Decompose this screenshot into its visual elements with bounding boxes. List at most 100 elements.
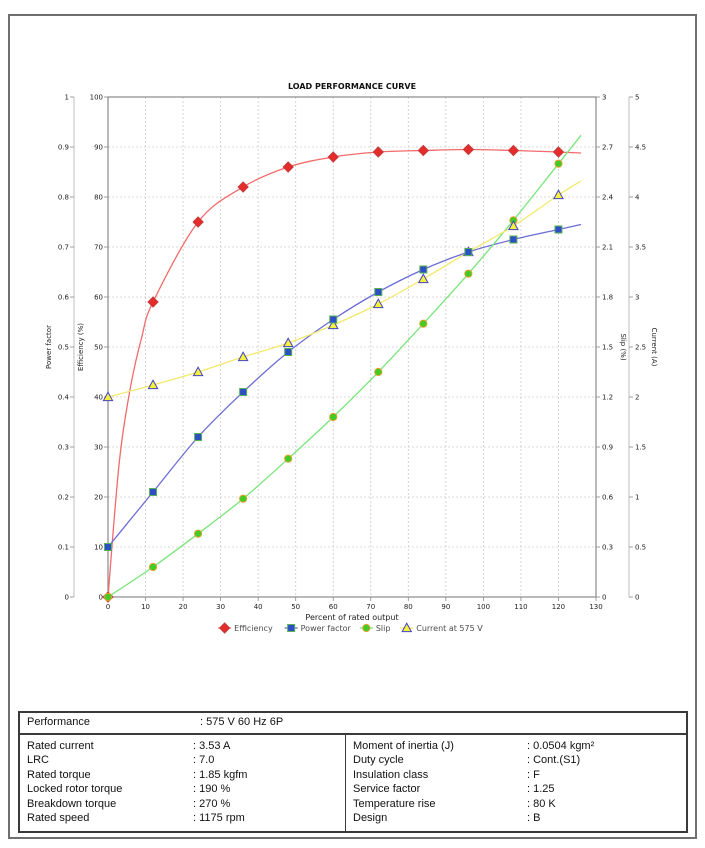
power-factor-tick-label: 0.3 bbox=[58, 443, 69, 451]
current-tick-label: 1.5 bbox=[635, 443, 646, 451]
power-factor-marker bbox=[194, 433, 203, 441]
x-tick-label: 130 bbox=[589, 603, 602, 611]
spec-table-body: Rated current: 3.53 A LRC: 7.0 Rated torqu… bbox=[20, 735, 686, 831]
slip-tick-label: 3 bbox=[602, 93, 606, 101]
x-tick-label: 60 bbox=[329, 603, 338, 611]
slip-marker bbox=[103, 592, 113, 602]
load-performance-chart: LOAD PERFORMANCE CURVE 0 0.1 0.2 0.3 0.4 0.5 0.… bbox=[45, 82, 658, 634]
power-factor-tick-label: 0.4 bbox=[58, 393, 70, 401]
power-factor-tick-label: 0 bbox=[65, 593, 69, 601]
table-row: Design : B bbox=[346, 812, 686, 827]
efficiency-marker bbox=[552, 146, 565, 158]
slip-tick-label: 0.3 bbox=[602, 543, 613, 551]
spec-table-right-column: Moment of inertia (J): 0.0504 kgm² Duty c… bbox=[346, 735, 686, 831]
current-tick-label: 1 bbox=[635, 493, 639, 501]
efficiency-tick-label: 30 bbox=[94, 443, 103, 451]
efficiency-marker bbox=[372, 146, 384, 158]
param-label: Insulation class bbox=[353, 768, 429, 781]
slip-marker bbox=[193, 529, 203, 538]
current-at-575-v-line bbox=[107, 180, 582, 398]
current-tick-label: 2.5 bbox=[635, 343, 646, 351]
slip-marker bbox=[239, 494, 248, 503]
efficiency-marker bbox=[237, 181, 249, 193]
param-label: Temperature rise bbox=[353, 797, 436, 810]
param-label: Service factor bbox=[353, 783, 421, 796]
performance-label: Performance bbox=[27, 716, 90, 728]
param-label: Design bbox=[353, 812, 388, 825]
legend-slip-marker bbox=[362, 623, 371, 633]
current-tick-label: 3 bbox=[635, 293, 639, 301]
performance-row: Performance : 575 V 60 Hz 6P bbox=[20, 713, 686, 735]
power-factor-marker bbox=[374, 288, 383, 296]
current-tick-label: 2 bbox=[635, 393, 639, 401]
slip-line bbox=[107, 134, 582, 598]
slip-tick-label: 2.7 bbox=[602, 143, 613, 151]
param-label: Rated speed bbox=[27, 812, 90, 825]
slip-marker bbox=[374, 367, 383, 377]
x-tick-label: 90 bbox=[441, 603, 450, 611]
param-value: : 1175 rpm bbox=[193, 812, 245, 825]
current-at-575-v-marker bbox=[372, 298, 384, 309]
efficiency-marker bbox=[417, 144, 430, 157]
efficiency-tick-label: 70 bbox=[94, 243, 103, 251]
legend-efficiency-label: Efficiency bbox=[234, 624, 273, 633]
power-factor-tick-label: 0.1 bbox=[58, 543, 69, 551]
power-factor-marker bbox=[554, 225, 563, 234]
efficiency-axis-title: Efficiency (%) bbox=[77, 323, 85, 371]
param-value: : 1.85 kgfm bbox=[193, 768, 248, 781]
spec-table-left-column: Rated current: 3.53 A LRC: 7.0 Rated torqu… bbox=[20, 735, 346, 831]
power-factor-axis-title: Power factor bbox=[45, 325, 53, 369]
power-factor-marker bbox=[419, 265, 428, 274]
table-row: Duty cycle: Cont.(S1) bbox=[346, 754, 686, 769]
current-at-575-v-marker bbox=[147, 379, 159, 390]
current-at-575-v-marker bbox=[507, 220, 519, 231]
power-factor-tick-label: 1 bbox=[65, 93, 69, 101]
param-label: Breakdown torque bbox=[27, 797, 117, 810]
slip-marker bbox=[148, 562, 158, 572]
efficiency-tick-label: 40 bbox=[94, 393, 103, 401]
slip-tick-label: 1.2 bbox=[602, 393, 613, 401]
table-row: Service factor: 1.25 bbox=[346, 783, 686, 798]
efficiency-marker bbox=[192, 216, 204, 228]
power-factor-tick-label: 0.9 bbox=[58, 143, 69, 151]
x-tick-label: 120 bbox=[552, 603, 565, 611]
power-factor-tick-label: 0.6 bbox=[58, 293, 70, 301]
power-factor-marker bbox=[509, 235, 518, 244]
power-factor-tick-label: 0.8 bbox=[58, 193, 69, 201]
param-value: : 270 % bbox=[193, 797, 231, 810]
power-factor-marker bbox=[149, 488, 158, 496]
param-label: Moment of inertia (J) bbox=[353, 739, 454, 752]
x-tick-label: 70 bbox=[366, 603, 375, 611]
table-row: Temperature rise: 80 K bbox=[346, 797, 686, 812]
x-tick-label: 40 bbox=[254, 603, 263, 611]
power-factor-tick-label: 0.7 bbox=[58, 243, 69, 251]
power-factor-marker bbox=[464, 248, 473, 256]
table-row: Moment of inertia (J): 0.0504 kgm² bbox=[346, 739, 686, 754]
table-row: Breakdown torque : 270 % bbox=[20, 797, 345, 812]
spec-table: Performance : 575 V 60 Hz 6P Rated curre… bbox=[18, 711, 688, 833]
power-factor-marker bbox=[104, 543, 112, 551]
efficiency-marker bbox=[147, 296, 159, 308]
power-factor-marker bbox=[284, 348, 293, 356]
chart-title: LOAD PERFORMANCE CURVE bbox=[288, 82, 416, 91]
slip-marker bbox=[329, 412, 338, 422]
param-value: : Cont.(S1) bbox=[527, 754, 581, 767]
slip-tick-label: 0 bbox=[602, 593, 606, 601]
param-value: : B bbox=[527, 812, 541, 825]
power-factor-tick-label: 0.5 bbox=[58, 343, 69, 351]
efficiency-marker bbox=[327, 151, 339, 163]
efficiency-tick-label: 50 bbox=[94, 343, 103, 351]
table-row: Rated torque: 1.85 kgfm bbox=[20, 768, 345, 783]
x-tick-label: 20 bbox=[179, 603, 188, 611]
slip-marker bbox=[284, 454, 293, 463]
current-at-575-v-marker bbox=[417, 273, 429, 284]
x-tick-label: 80 bbox=[404, 603, 413, 611]
x-tick-label: 10 bbox=[141, 603, 150, 611]
power-factor-tick-label: 0.2 bbox=[58, 493, 69, 501]
legend-efficiency-marker bbox=[218, 622, 231, 634]
efficiency-marker bbox=[507, 144, 520, 157]
table-row: Rated current: 3.53 A bbox=[20, 739, 345, 754]
current-at-575-v-marker bbox=[237, 351, 249, 362]
current-tick-label: 3.5 bbox=[635, 243, 646, 251]
current-tick-label: 5 bbox=[635, 93, 639, 101]
